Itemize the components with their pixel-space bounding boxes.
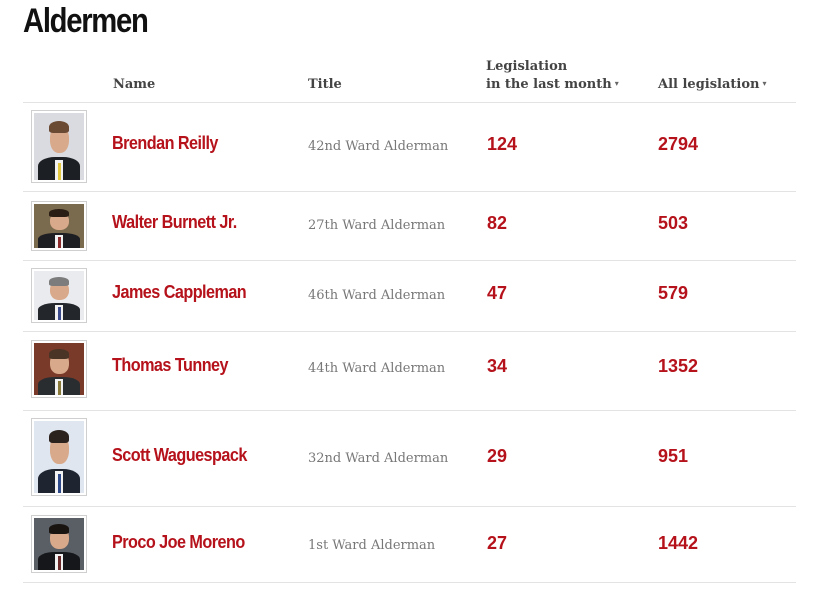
table-row: Proco Joe Moreno 1st Ward Alderman 27 14…	[23, 507, 796, 583]
table-row: Thomas Tunney 44th Ward Alderman 34 1352	[23, 332, 796, 411]
alderman-name-link[interactable]: Walter Burnett Jr.	[112, 212, 237, 232]
sort-caret-icon[interactable]: ▾	[762, 78, 767, 88]
all-legislation-count[interactable]: 1352	[658, 356, 699, 376]
table-row: James Cappleman 46th Ward Alderman 47 57…	[23, 261, 796, 332]
alderman-title: 32nd Ward Alderman	[308, 451, 449, 466]
alderman-title: 27th Ward Alderman	[308, 218, 446, 233]
portrait-image	[34, 518, 84, 570]
alderman-photo[interactable]	[31, 418, 87, 496]
portrait-image	[34, 113, 84, 180]
alderman-name-link[interactable]: Thomas Tunney	[112, 355, 229, 375]
alderman-photo[interactable]	[31, 340, 87, 398]
recent-legislation-count[interactable]: 34	[487, 356, 508, 376]
alderman-photo[interactable]	[31, 110, 87, 183]
portrait-image	[34, 204, 84, 248]
alderman-photo[interactable]	[31, 268, 87, 323]
all-legislation-count[interactable]: 503	[658, 213, 689, 233]
alderman-title: 42nd Ward Alderman	[308, 139, 449, 154]
all-legislation-count[interactable]: 2794	[658, 134, 699, 154]
recent-legislation-count[interactable]: 27	[487, 533, 508, 553]
aldermen-table-body: Brendan Reilly 42nd Ward Alderman 124 27…	[23, 103, 796, 583]
all-legislation-count[interactable]: 579	[658, 283, 689, 303]
recent-legislation-count[interactable]: 124	[487, 134, 518, 154]
table-row: Walter Burnett Jr. 27th Ward Alderman 82…	[23, 192, 796, 261]
column-header-all-legislation[interactable]: All legislation ▾	[658, 77, 767, 92]
portrait-image	[34, 421, 84, 493]
portrait-image	[34, 271, 84, 320]
alderman-title: 46th Ward Alderman	[308, 288, 446, 303]
alderman-title: 44th Ward Alderman	[308, 361, 446, 376]
alderman-name-link[interactable]: Proco Joe Moreno	[112, 532, 245, 552]
alderman-title: 1st Ward Alderman	[308, 538, 436, 553]
recent-legislation-count[interactable]: 82	[487, 213, 508, 233]
alderman-name-link[interactable]: Scott Waguespack	[112, 445, 247, 465]
all-legislation-count[interactable]: 1442	[658, 533, 699, 553]
column-header-name[interactable]: Name	[113, 77, 156, 92]
table-header: Name Title Legislation in the last month…	[23, 52, 796, 103]
all-legislation-count[interactable]: 951	[658, 446, 689, 466]
sort-caret-icon[interactable]: ▾	[614, 78, 619, 88]
alderman-photo[interactable]	[31, 515, 87, 573]
recent-legislation-count[interactable]: 47	[487, 283, 508, 303]
column-header-title[interactable]: Title	[308, 77, 342, 92]
alderman-photo[interactable]	[31, 201, 87, 251]
page-title: Aldermen	[23, 2, 149, 40]
alderman-name-link[interactable]: James Cappleman	[112, 282, 247, 302]
table-row: Brendan Reilly 42nd Ward Alderman 124 27…	[23, 103, 796, 192]
alderman-name-link[interactable]: Brendan Reilly	[112, 133, 218, 153]
column-header-recent-legislation[interactable]: Legislation in the last month ▾	[486, 59, 619, 92]
recent-legislation-count[interactable]: 29	[487, 446, 508, 466]
portrait-image	[34, 343, 84, 395]
table-row: Scott Waguespack 32nd Ward Alderman 29 9…	[23, 411, 796, 507]
